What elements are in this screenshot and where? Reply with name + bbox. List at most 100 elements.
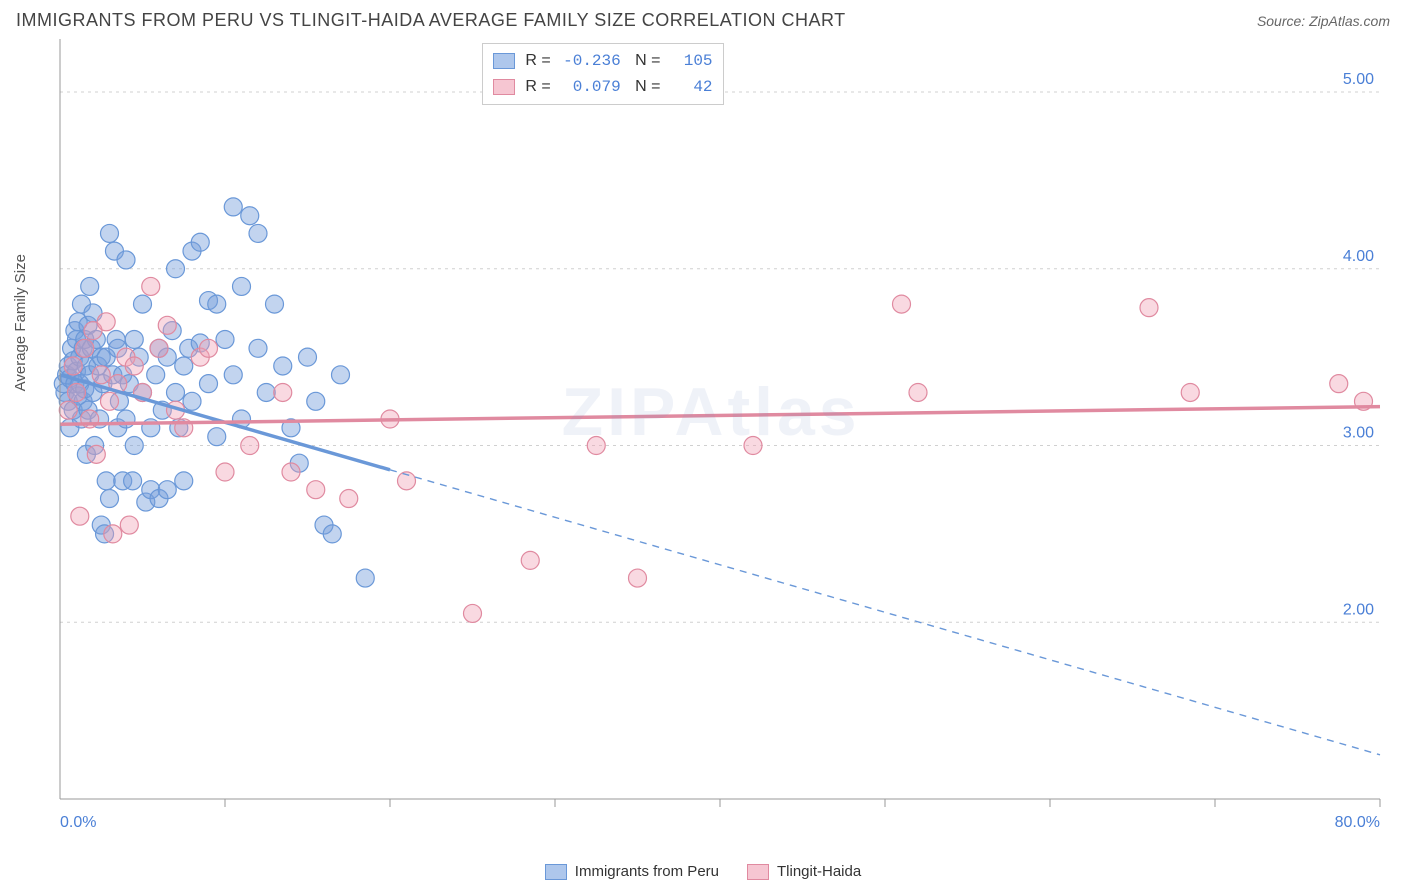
scatter-chart: 2.003.004.005.000.0%80.0% (16, 39, 1390, 859)
series-legend: Immigrants from Peru Tlingit-Haida (16, 863, 1390, 880)
peru-point (274, 357, 292, 375)
peru-point (183, 392, 201, 410)
tlingit-point (241, 437, 259, 455)
tlingit-point (120, 516, 138, 534)
peru-point (125, 330, 143, 348)
peru-point (117, 251, 135, 269)
tlingit-point (101, 392, 119, 410)
tlingit-point (59, 401, 77, 419)
tlingit-point (282, 463, 300, 481)
tlingit-point (464, 604, 482, 622)
source-name: ZipAtlas.com (1309, 13, 1390, 29)
tlingit-point (97, 313, 115, 331)
peru-point (200, 375, 218, 393)
tlingit-legend-swatch-icon (747, 864, 769, 880)
peru-point (241, 207, 259, 225)
peru-point (81, 277, 99, 295)
peru-legend-label: Immigrants from Peru (575, 863, 719, 880)
tlingit-n-value: 42 (671, 78, 713, 96)
tlingit-stats-row: R = 0.079 N = 42 (493, 74, 712, 100)
tlingit-point (87, 445, 105, 463)
peru-point (208, 428, 226, 446)
svg-text:2.00: 2.00 (1343, 601, 1374, 618)
y-axis-title: Average Family Size (12, 254, 29, 391)
peru-r-value: -0.236 (561, 52, 621, 70)
tlingit-point (909, 383, 927, 401)
chart-title: IMMIGRANTS FROM PERU VS TLINGIT-HAIDA AV… (16, 10, 846, 31)
peru-point (134, 295, 152, 313)
n-label: N = (631, 52, 661, 70)
peru-stats-row: R = -0.236 N = 105 (493, 48, 712, 74)
r-label: R = (525, 52, 550, 70)
peru-point (332, 366, 350, 384)
peru-n-value: 105 (671, 52, 713, 70)
peru-point (101, 490, 119, 508)
peru-point (224, 198, 242, 216)
peru-point (233, 277, 251, 295)
tlingit-point (1181, 383, 1199, 401)
tlingit-point (1330, 375, 1348, 393)
peru-point (117, 410, 135, 428)
tlingit-point (104, 525, 122, 543)
chart-container: Average Family Size 2.003.004.005.000.0%… (16, 39, 1390, 880)
tlingit-point (158, 316, 176, 334)
tlingit-point (76, 339, 94, 357)
peru-point (224, 366, 242, 384)
tlingit-legend-label: Tlingit-Haida (777, 863, 861, 880)
peru-trend-dashed (390, 470, 1380, 755)
peru-point (307, 392, 325, 410)
peru-point (249, 339, 267, 357)
tlingit-swatch-icon (493, 79, 515, 95)
svg-text:80.0%: 80.0% (1335, 814, 1380, 831)
peru-point (299, 348, 317, 366)
correlation-stats-box: R = -0.236 N = 105 R = 0.079 N = 42 (482, 43, 723, 105)
tlingit-point (216, 463, 234, 481)
tlingit-point (125, 357, 143, 375)
peru-point (158, 481, 176, 499)
peru-point (167, 383, 185, 401)
source-prefix: Source: (1257, 13, 1309, 29)
peru-point (124, 472, 142, 490)
peru-point (356, 569, 374, 587)
tlingit-legend-item: Tlingit-Haida (747, 863, 861, 880)
tlingit-point (68, 383, 86, 401)
tlingit-point (307, 481, 325, 499)
peru-point (167, 260, 185, 278)
tlingit-point (150, 339, 168, 357)
svg-text:5.00: 5.00 (1343, 71, 1374, 88)
peru-legend-item: Immigrants from Peru (545, 863, 719, 880)
tlingit-point (521, 551, 539, 569)
n-label: N = (631, 78, 661, 96)
tlingit-point (92, 366, 110, 384)
tlingit-r-value: 0.079 (561, 78, 621, 96)
tlingit-point (200, 339, 218, 357)
tlingit-point (142, 277, 160, 295)
tlingit-point (744, 437, 762, 455)
peru-point (216, 330, 234, 348)
peru-point (97, 472, 115, 490)
tlingit-point (340, 490, 358, 508)
peru-swatch-icon (493, 53, 515, 69)
tlingit-point (893, 295, 911, 313)
peru-point (257, 383, 275, 401)
peru-point (175, 357, 193, 375)
svg-text:0.0%: 0.0% (60, 814, 96, 831)
tlingit-point (1140, 299, 1158, 317)
tlingit-point (64, 357, 82, 375)
peru-legend-swatch-icon (545, 864, 567, 880)
peru-point (249, 224, 267, 242)
tlingit-point (274, 383, 292, 401)
svg-text:3.00: 3.00 (1343, 425, 1374, 442)
r-label: R = (525, 78, 550, 96)
peru-point (125, 437, 143, 455)
peru-point (208, 295, 226, 313)
tlingit-point (629, 569, 647, 587)
tlingit-point (587, 437, 605, 455)
peru-point (191, 233, 209, 251)
tlingit-point (71, 507, 89, 525)
source-attribution: Source: ZipAtlas.com (1257, 13, 1390, 29)
tlingit-trend-solid (60, 407, 1380, 425)
peru-point (101, 224, 119, 242)
peru-point (323, 525, 341, 543)
peru-point (266, 295, 284, 313)
